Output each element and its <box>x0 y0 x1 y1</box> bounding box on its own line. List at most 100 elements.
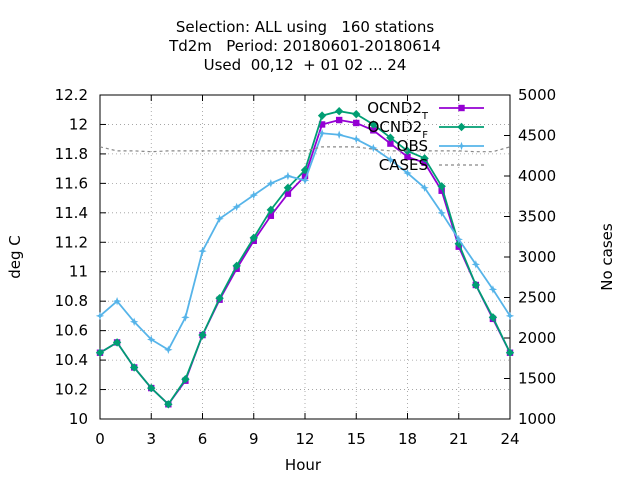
legend-marker <box>458 104 465 112</box>
data-point <box>370 127 377 134</box>
data-point <box>471 280 481 290</box>
data-point <box>249 190 258 200</box>
data-point <box>471 260 481 269</box>
data-point <box>283 183 293 192</box>
data-point <box>267 212 275 219</box>
series-1 <box>95 107 515 409</box>
data-point <box>369 120 378 129</box>
y2-tick-label: 5000 <box>518 86 556 104</box>
data-point <box>301 172 309 180</box>
x-tick-label: 21 <box>449 430 468 448</box>
data-point <box>181 313 190 322</box>
series-line <box>99 119 511 406</box>
data-point <box>266 205 276 215</box>
data-point <box>232 202 241 212</box>
title-line: Used 00,12 + 01 02 ... 24 <box>204 56 407 74</box>
y-tick-label: 11.6 <box>55 174 88 192</box>
y-tick-label: 10.4 <box>55 351 88 369</box>
x-tick-label: 15 <box>347 430 366 448</box>
legend-label: OBS <box>397 137 428 155</box>
data-point <box>387 140 394 147</box>
y-tick-label: 10.6 <box>55 322 88 340</box>
y-tick-label: 11.8 <box>55 145 88 163</box>
data-point <box>95 311 105 321</box>
data-point <box>181 375 190 384</box>
legend-label: OCND2F <box>368 118 429 141</box>
data-point <box>353 119 360 127</box>
x-tick-label: 0 <box>95 430 105 448</box>
data-point <box>386 155 395 164</box>
data-point <box>112 338 122 347</box>
y2-tick-label: 2000 <box>518 329 556 347</box>
data-point <box>386 133 395 142</box>
data-point <box>318 121 326 128</box>
data-point <box>352 109 361 119</box>
data-point <box>147 335 156 344</box>
legend-marker <box>457 141 466 151</box>
data-point <box>164 345 173 354</box>
grid <box>100 95 510 419</box>
data-point <box>112 296 122 306</box>
y-tick-label: 10 <box>69 410 88 428</box>
series-line <box>99 146 511 153</box>
data-point <box>300 176 310 185</box>
y2-tick-label: 3000 <box>518 248 556 266</box>
data-point <box>284 190 292 197</box>
data-point <box>420 154 429 163</box>
title-line: Td2m Period: 20180601-20180614 <box>168 37 441 55</box>
data-point <box>198 246 207 256</box>
data-point <box>369 143 378 153</box>
y2-tick-label: 2500 <box>518 289 556 307</box>
data-point <box>403 168 412 178</box>
y-axis-label: deg C <box>6 235 24 279</box>
x-tick-label: 9 <box>249 430 259 448</box>
series-line <box>99 132 511 352</box>
y2-tick-label: 1500 <box>518 370 556 388</box>
data-point <box>198 330 207 340</box>
x-tick-label: 3 <box>146 430 156 448</box>
data-point <box>232 261 241 271</box>
data-point <box>352 134 361 144</box>
data-point <box>488 313 498 322</box>
data-point <box>454 235 463 244</box>
data-point <box>334 107 344 116</box>
legend-marker <box>457 122 466 132</box>
y-tick-label: 10.8 <box>55 292 88 310</box>
data-point <box>95 348 105 357</box>
series-layer <box>95 107 515 409</box>
y-tick-label: 11.4 <box>55 204 88 222</box>
data-point <box>421 159 428 166</box>
series-2 <box>95 129 515 354</box>
legend-label: OCND2T <box>367 99 429 122</box>
data-point <box>335 116 343 124</box>
x-tick-label: 6 <box>198 430 208 448</box>
data-point <box>129 363 139 372</box>
data-point <box>505 348 515 357</box>
data-point <box>164 400 173 409</box>
data-point <box>420 183 429 192</box>
y2-tick-label: 4500 <box>518 127 556 145</box>
data-point <box>488 285 498 294</box>
data-point <box>266 179 276 188</box>
data-point <box>283 171 293 181</box>
legend-label: CASES <box>379 156 428 174</box>
data-point <box>249 233 258 243</box>
title-line: Selection: ALL using 160 stations <box>176 18 435 36</box>
y-tick-label: 10.2 <box>55 381 88 399</box>
data-point <box>334 130 344 139</box>
x-tick-label: 24 <box>500 430 519 448</box>
series-3 <box>99 146 511 153</box>
y2-tick-label: 3500 <box>518 208 556 226</box>
y-tick-label: 11 <box>69 263 88 281</box>
y2-tick-label: 4000 <box>518 167 556 185</box>
data-point <box>129 317 139 326</box>
x-axis-label: Hour <box>285 456 322 474</box>
data-point <box>454 239 463 248</box>
axis-ticks: 0 3 6 9 12 15 18 21 24 10 10.2 10.4 10.6 10.8 11 11.2 11… <box>55 86 557 448</box>
data-point <box>505 311 515 321</box>
data-point <box>215 214 224 223</box>
y-tick-label: 12 <box>69 115 88 133</box>
y2-tick-label: 1000 <box>518 410 556 428</box>
data-point <box>404 153 411 161</box>
